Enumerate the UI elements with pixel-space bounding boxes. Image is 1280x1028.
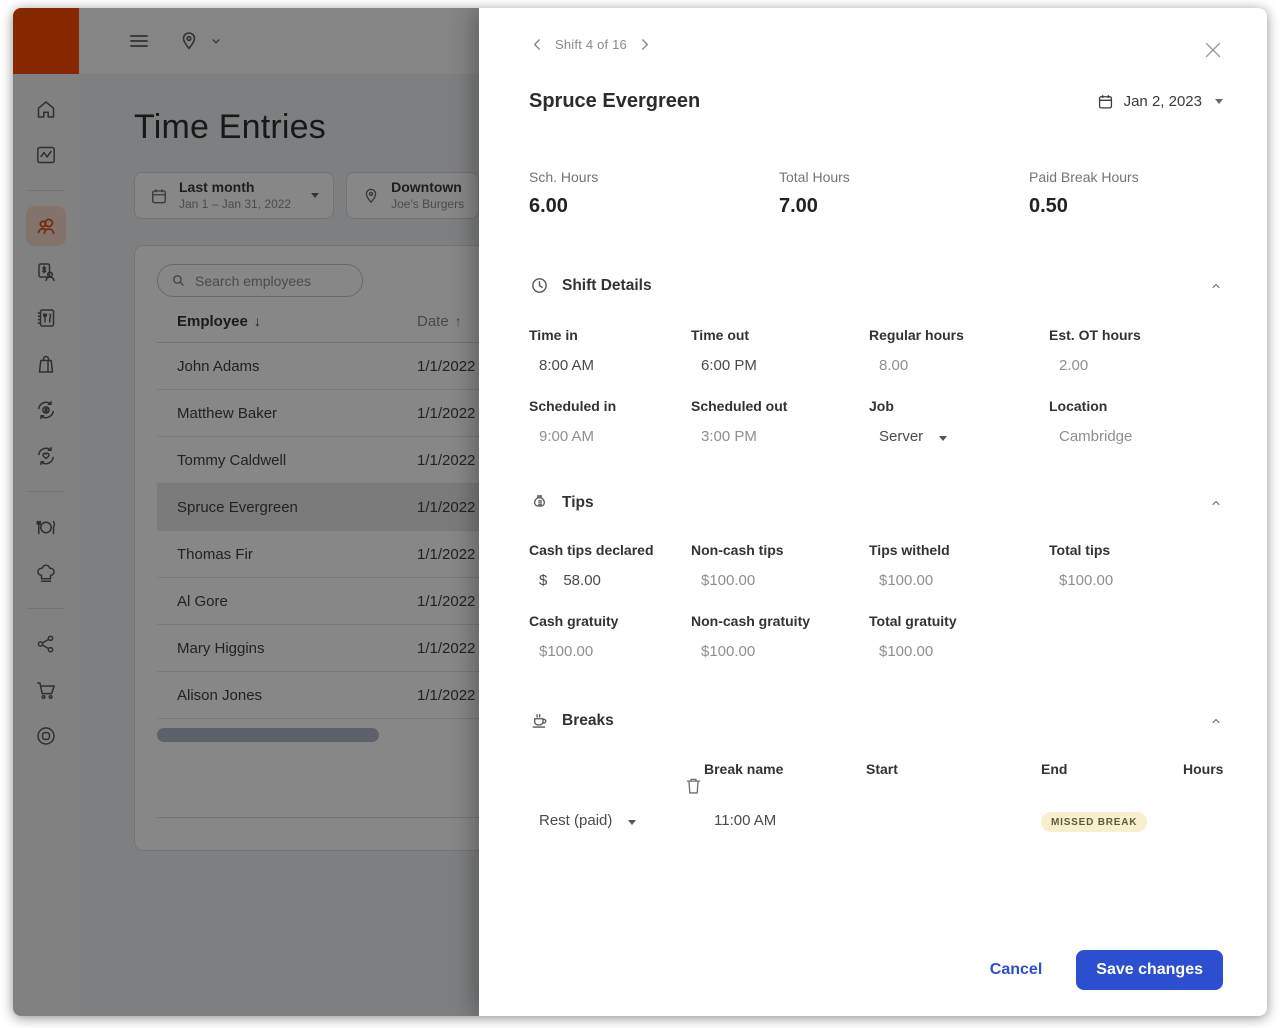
team-icon[interactable] [26, 206, 66, 246]
cart-icon[interactable] [33, 677, 59, 703]
app-window: Time Entries Last month Jan 1 – Jan 31, … [13, 8, 1267, 1016]
date-range-filter[interactable]: Last month Jan 1 – Jan 31, 2022 [134, 172, 335, 219]
location-filter[interactable]: Downtown Joe's Burgers [346, 172, 480, 219]
summary-label: Total Hours [779, 169, 850, 185]
shift-date-value: Jan 2, 2023 [1123, 93, 1202, 110]
time-in-input[interactable]: 8:00 AM [539, 357, 595, 374]
chevron-down-icon [311, 193, 320, 198]
location-value: Cambridge [1059, 428, 1133, 445]
cash-gratuity-value: $100.00 [539, 643, 594, 660]
next-shift-icon[interactable] [636, 36, 653, 53]
menu-book-icon[interactable] [33, 305, 59, 331]
missed-break-badge: MISSED BREAK [1041, 812, 1148, 832]
break-name-dropdown[interactable]: Rest (paid) [529, 812, 704, 829]
summary-label: Paid Break Hours [1029, 169, 1139, 185]
tips-section-header: Tips [529, 492, 1223, 513]
location-filter-sublabel: Joe's Burgers [391, 197, 465, 211]
tip-jar-icon [529, 492, 550, 513]
break-start-input[interactable]: 11:00 AM [714, 812, 777, 829]
horizontal-scrollbar[interactable] [157, 728, 379, 742]
payroll-icon[interactable] [33, 259, 59, 285]
reports-icon[interactable] [33, 142, 59, 168]
hours-summary: Sch. Hours 6.00 Total Hours 7.00 Paid Brea… [529, 169, 1223, 218]
calendar-icon [1098, 95, 1112, 109]
collapse-section-icon[interactable] [1209, 496, 1223, 510]
scheduled-in-value: 9:00 AM [539, 428, 595, 445]
breaks-section-header: Breaks [529, 710, 1223, 731]
tips-witheld-value: $100.00 [879, 572, 934, 589]
total-gratuity-value: $100.00 [879, 643, 934, 660]
chevron-down-icon [939, 436, 948, 441]
location-selector[interactable] [177, 29, 223, 53]
sidebar-divider [27, 491, 65, 492]
filter-row: Last month Jan 1 – Jan 31, 2022 Downtown [134, 172, 1267, 219]
close-icon[interactable] [1201, 38, 1225, 62]
sort-desc-icon: ↓ [253, 313, 261, 329]
integrations-icon[interactable] [33, 631, 59, 657]
scheduled-out-value: 3:00 PM [701, 428, 757, 445]
dining-icon[interactable] [33, 514, 59, 540]
collapse-section-icon[interactable] [1209, 279, 1223, 293]
non-cash-tips-value: $100.00 [701, 572, 756, 589]
shift-pager: Shift 4 of 16 [529, 36, 1223, 53]
delete-break-icon[interactable] [683, 775, 704, 796]
date-filter-label: Last month [179, 179, 255, 195]
loyalty-icon[interactable] [33, 443, 59, 469]
brand-logo[interactable] [13, 8, 79, 74]
cash-flow-icon[interactable] [33, 397, 59, 423]
location-filter-label: Downtown [391, 179, 462, 195]
kitchen-icon[interactable] [33, 560, 59, 586]
date-filter-sublabel: Jan 1 – Jan 31, 2022 [179, 197, 292, 211]
save-changes-button[interactable]: Save changes [1076, 950, 1223, 990]
employee-search [157, 264, 363, 297]
sidebar-divider [27, 608, 65, 609]
page-title: Time Entries [134, 108, 326, 146]
employee-name-title: Spruce Evergreen [529, 90, 701, 112]
gift-icon[interactable] [33, 351, 59, 377]
collapse-section-icon[interactable] [1209, 714, 1223, 728]
chevron-down-icon [628, 820, 637, 825]
shift-pager-label: Shift 4 of 16 [555, 37, 627, 52]
summary-label: Sch. Hours [529, 169, 599, 185]
time-out-input[interactable]: 6:00 PM [701, 357, 757, 374]
column-employee[interactable]: Employee ↓ [177, 313, 261, 330]
chevron-down-icon [1215, 99, 1223, 104]
coffee-cup-icon [529, 710, 550, 731]
location-pin-icon [361, 186, 381, 206]
toast-account-icon[interactable] [33, 723, 59, 749]
job-dropdown[interactable]: Server [869, 428, 1049, 445]
shift-date-picker[interactable]: Jan 2, 2023 [1096, 92, 1223, 111]
calendar-icon [149, 186, 169, 206]
column-date[interactable]: Date ↑ [417, 313, 462, 330]
summary-value: 6.00 [529, 195, 568, 217]
home-icon[interactable] [33, 96, 59, 122]
non-cash-gratuity-value: $100.00 [701, 643, 756, 660]
location-pin-icon [182, 32, 196, 50]
prev-shift-icon[interactable] [529, 36, 546, 53]
est-ot-hours-value: 2.00 [1059, 357, 1089, 374]
hamburger-menu-icon[interactable] [127, 29, 151, 53]
search-input[interactable] [195, 272, 345, 289]
sidebar-nav [13, 74, 79, 1016]
cash-tips-declared-input[interactable]: $58.00 [539, 572, 601, 589]
cancel-button[interactable]: Cancel [989, 961, 1043, 978]
shift-details-section-header: Shift Details [529, 275, 1223, 296]
search-icon [170, 272, 187, 289]
clock-icon [529, 275, 550, 296]
chevron-down-icon [212, 39, 220, 44]
shift-detail-panel: Shift 4 of 16 Spruce Evergreen Jan 2, 20… [479, 8, 1267, 1016]
sort-asc-icon: ↑ [454, 313, 462, 329]
summary-value: 7.00 [779, 195, 818, 217]
summary-value: 0.50 [1029, 195, 1068, 217]
sidebar-divider [27, 190, 65, 191]
regular-hours-value: 8.00 [879, 357, 909, 374]
total-tips-value: $100.00 [1059, 572, 1114, 589]
